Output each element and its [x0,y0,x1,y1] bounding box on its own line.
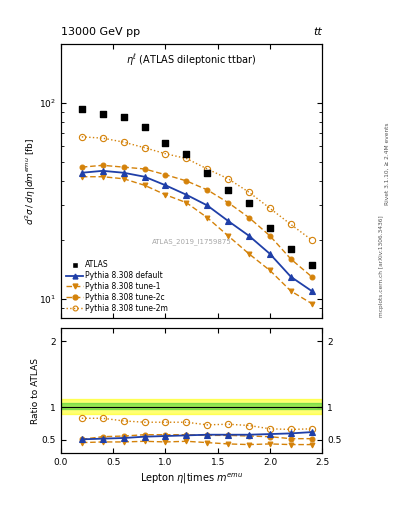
Point [309,261,315,269]
Text: Rivet 3.1.10, ≥ 2.4M events: Rivet 3.1.10, ≥ 2.4M events [385,122,389,205]
Point [204,168,210,177]
Point [183,150,189,158]
Bar [61,402,322,409]
Point [225,186,231,194]
Point [141,123,148,132]
Point [267,224,273,232]
Point [246,199,252,207]
Bar [61,399,322,414]
Legend: ATLAS, Pythia 8.308 default, Pythia 8.308 tune-1, Pythia 8.308 tune-2c, Pythia 8: ATLAS, Pythia 8.308 default, Pythia 8.30… [65,259,170,314]
Text: mcplots.cern.ch [arXiv:1306.3436]: mcplots.cern.ch [arXiv:1306.3436] [379,216,384,317]
Text: 13000 GeV pp: 13000 GeV pp [61,27,140,37]
Text: $\eta^\ell$ (ATLAS dileptonic ttbar): $\eta^\ell$ (ATLAS dileptonic ttbar) [127,52,257,68]
Y-axis label: Ratio to ATLAS: Ratio to ATLAS [31,358,40,424]
X-axis label: Lepton $\eta$$|$times $m^{emu}$: Lepton $\eta$$|$times $m^{emu}$ [140,471,243,485]
Point [99,110,106,118]
Y-axis label: $d^2\sigma\,/\,d\eta\,|dm^{emu}$ [fb]: $d^2\sigma\,/\,d\eta\,|dm^{emu}$ [fb] [23,137,38,225]
Point [162,139,169,147]
Text: ATLAS_2019_I1759875: ATLAS_2019_I1759875 [152,238,231,245]
Point [79,105,85,113]
Point [121,113,127,121]
Text: tt: tt [314,27,322,37]
Point [288,245,294,253]
